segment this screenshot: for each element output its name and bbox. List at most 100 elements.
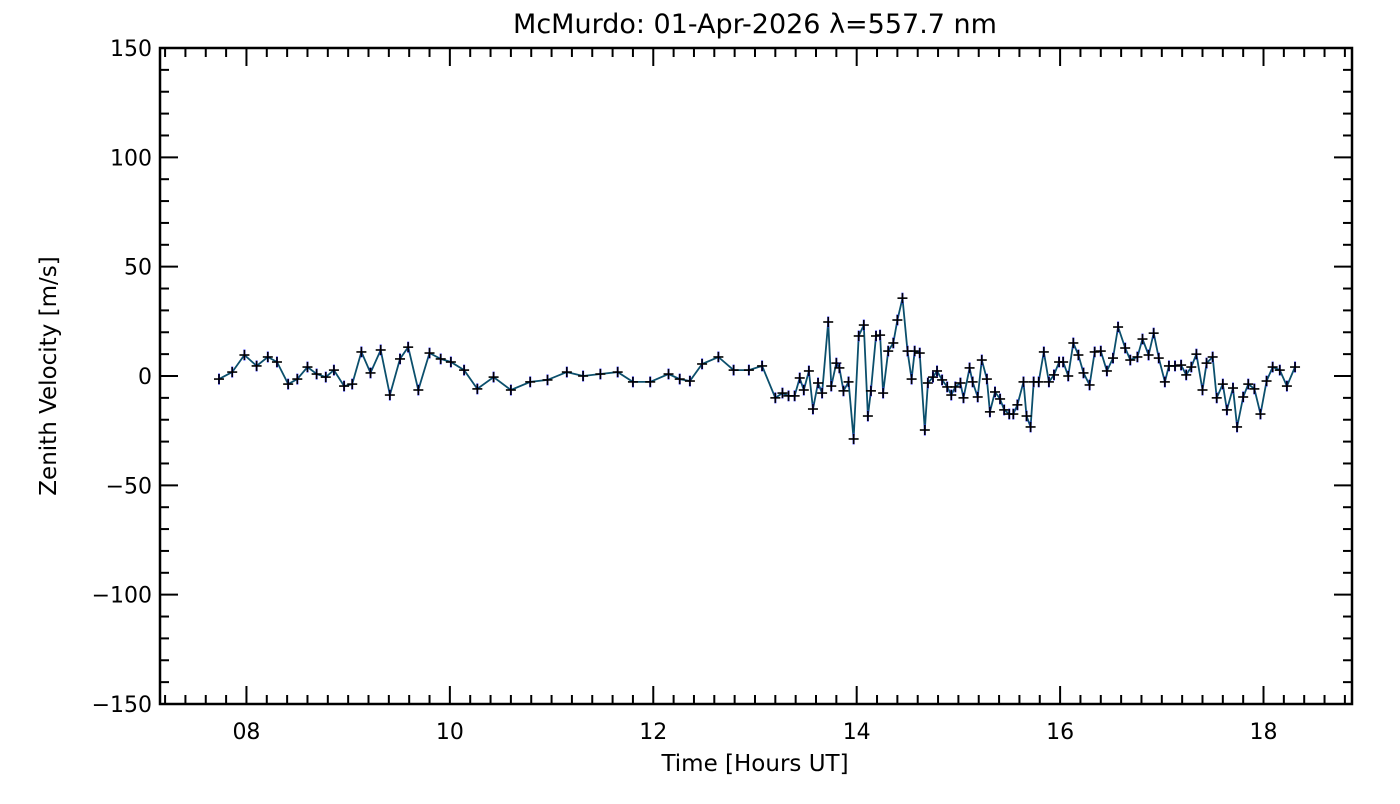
data-point [922,377,933,388]
data-point [395,353,406,364]
data-point [862,411,873,422]
axis-ticks [160,47,1352,705]
data-point [955,377,966,388]
data-point [1290,362,1301,373]
data-point [612,367,623,378]
data-point [1238,391,1249,402]
data-point [1137,334,1148,345]
data-point [1274,365,1285,376]
data-point [561,367,572,378]
data-point [1043,376,1054,387]
data-point [645,376,656,387]
data-point [213,374,224,385]
data-point [227,367,238,378]
data-point [950,381,961,392]
data-point [459,365,470,376]
data-point [803,365,814,376]
data-point [932,365,943,376]
data-point [1159,376,1170,387]
data-point [1038,346,1049,357]
data-point [1221,404,1232,415]
data-point [878,388,889,399]
data-point [1068,337,1079,348]
data-point [403,342,414,353]
data-point [807,404,818,415]
data-point [1281,381,1292,392]
data-point [937,374,948,385]
data-point [713,351,724,362]
data-point [542,374,553,385]
data-point [1181,369,1192,380]
data-point [990,386,1001,397]
data-point [995,393,1006,404]
data-point [848,433,859,444]
data-point [1201,358,1212,369]
data-point [1058,357,1069,368]
data-point [853,330,864,341]
data-point [1170,360,1181,371]
data-point [914,348,925,359]
data-point [1063,371,1074,381]
y-tick-label: 50 [124,256,152,281]
data-point [1267,362,1278,373]
data-point [1249,383,1260,394]
data-point [292,374,303,385]
data-point [728,365,739,376]
data-point [1008,409,1019,420]
data-point [663,369,674,380]
data-point [1125,355,1136,366]
data-point [984,406,995,417]
series-line [218,297,1296,440]
data-point [627,376,638,387]
data-point [1033,376,1044,387]
data-point [1232,421,1243,432]
data-point [888,337,899,348]
y-tick-label: −50 [106,474,152,499]
data-point [347,379,358,390]
data-point [1095,346,1106,357]
data-point [1025,421,1036,432]
data-point [1089,346,1100,357]
data-point [897,293,908,304]
data-point [595,369,606,380]
data-point [472,383,483,394]
data-point [743,365,754,376]
data-point [1217,379,1228,390]
data-point [1078,367,1089,378]
data-point [320,372,331,383]
data-point [1101,365,1112,376]
data-point [424,348,435,359]
data-point [311,369,322,380]
data-point [958,392,969,403]
data-point [674,374,685,385]
data-point [999,404,1010,415]
data-point [946,390,957,401]
data-point [1084,379,1095,390]
data-point [858,320,869,331]
data-point [967,376,978,387]
data-point [1186,362,1197,373]
data-point [892,315,903,326]
data-point [1243,379,1254,390]
data-point [826,381,837,392]
data-point [339,381,350,392]
data-point [865,385,876,396]
data-point [1018,376,1029,387]
x-axis-label: Time [Hours UT] [660,751,848,777]
plot-frame [158,46,1354,706]
data-point [927,372,938,383]
data-point [798,384,809,395]
x-tick-label: 14 [843,720,871,745]
data-marks [213,292,1301,445]
data-point [789,390,800,401]
data-point [435,353,446,364]
data-point [906,374,917,385]
data-point [1132,351,1143,362]
data-point [1073,350,1084,361]
data-point [488,372,499,383]
y-tick-label: −150 [92,693,152,718]
data-point [384,390,395,401]
y-tick-label: 100 [110,146,152,171]
data-point [875,330,886,341]
